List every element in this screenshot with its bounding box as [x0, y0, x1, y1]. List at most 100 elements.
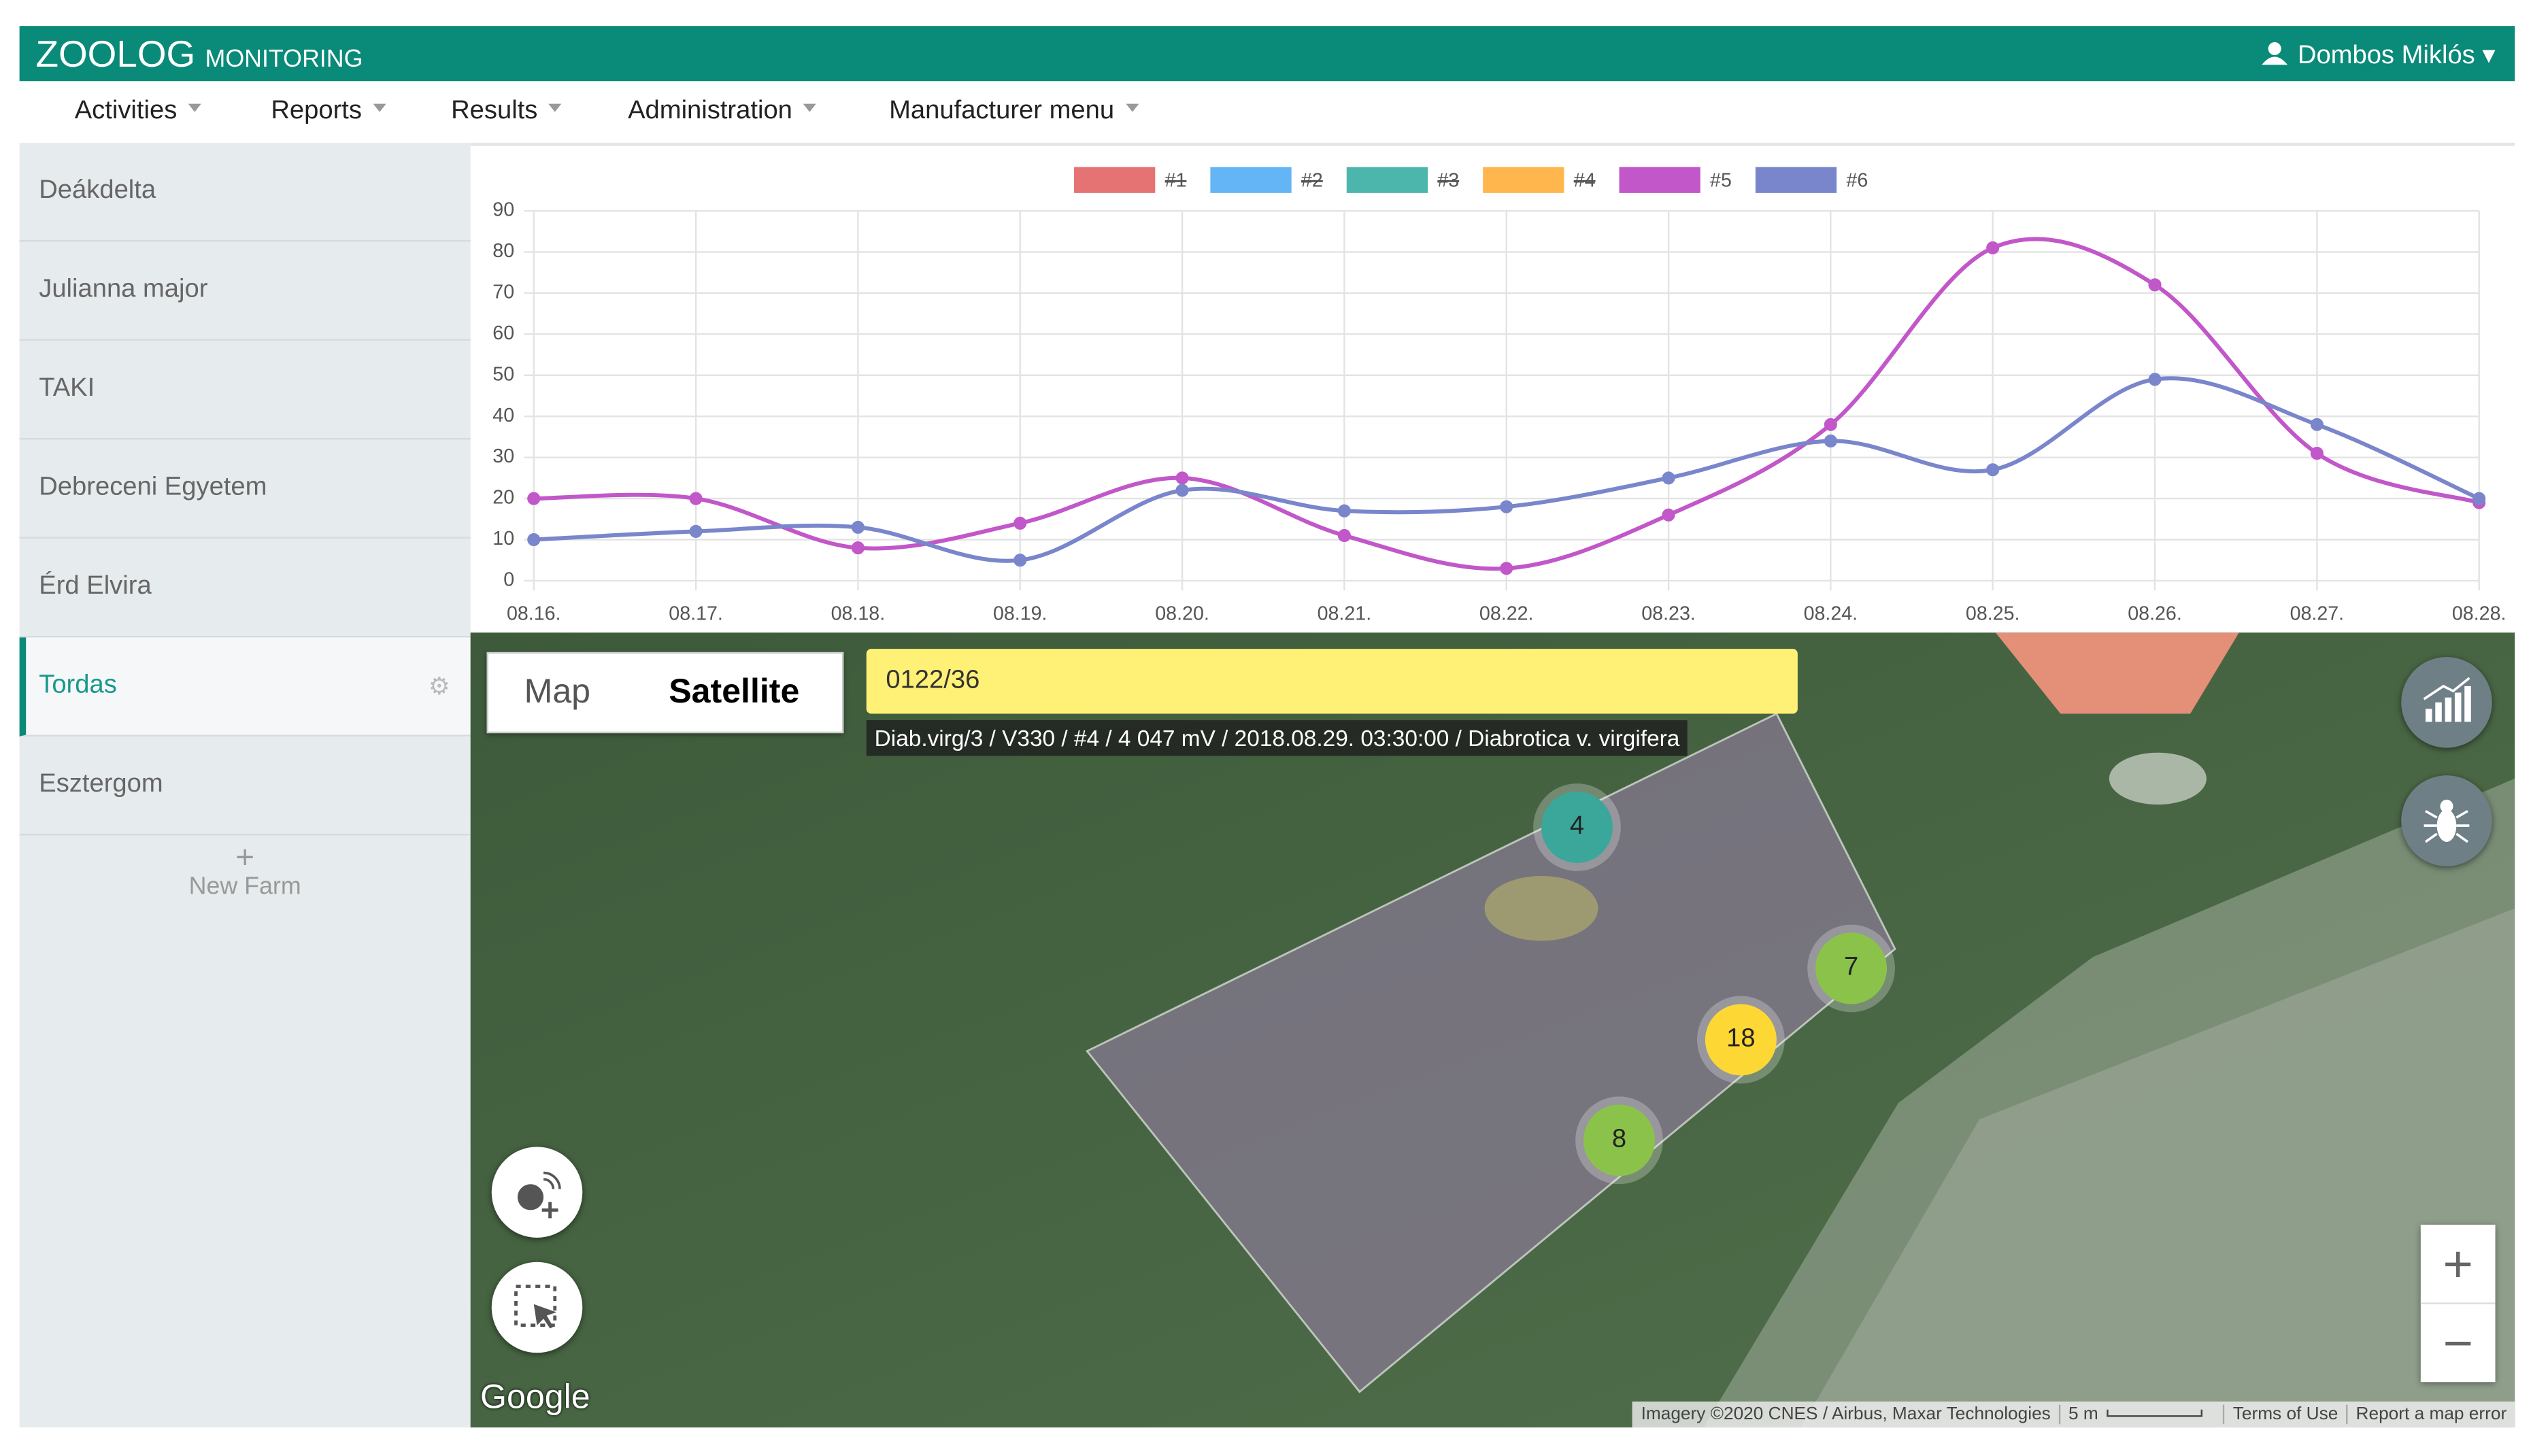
cluster-marker[interactable]: 8: [1583, 1104, 1655, 1176]
data-point: [1824, 434, 1837, 448]
select-area-icon: [514, 1285, 557, 1329]
data-point: [2148, 278, 2162, 292]
nav-item[interactable]: Results: [451, 97, 562, 126]
attribution: Imagery ©2020 CNES / Airbus, Maxar Techn…: [1632, 1401, 2515, 1428]
data-point: [527, 532, 541, 547]
farm-item[interactable]: Esztergom: [19, 737, 471, 836]
data-point: [1013, 554, 1027, 567]
x-tick-label: 08.21.: [1318, 603, 1372, 625]
zoom-in[interactable]: +: [2420, 1225, 2496, 1304]
user-name: Dombos Miklós: [2297, 42, 2475, 70]
data-point: [2310, 447, 2324, 460]
attribution-text: Imagery ©2020 CNES / Airbus, Maxar Techn…: [1641, 1404, 2051, 1425]
legend-label: #2: [1301, 170, 1323, 192]
scale-bar: [2107, 1409, 2203, 1417]
x-tick-label: 08.23.: [1641, 603, 1696, 625]
x-tick-label: 08.24.: [1804, 603, 1858, 625]
y-tick-label: 0: [503, 569, 514, 590]
insect-icon: [2424, 799, 2470, 843]
data-point: [1013, 516, 1027, 530]
zoom-out[interactable]: −: [2443, 1314, 2473, 1372]
farm-item[interactable]: Deákdelta: [19, 143, 471, 242]
map-type-button-active[interactable]: Satellite: [669, 673, 800, 711]
brand-sub: MONITORING: [205, 45, 363, 73]
data-point: [1824, 418, 1837, 431]
new-farm-icon: +: [235, 840, 255, 877]
x-tick-label: 08.20.: [1155, 603, 1209, 625]
add-device-button[interactable]: [491, 1147, 583, 1238]
data-point: [1500, 562, 1513, 575]
legend-swatch: [1346, 167, 1428, 193]
chart-icon: [2423, 677, 2471, 722]
data-point: [2310, 418, 2324, 431]
map-type-toggle: Map Satellite: [486, 651, 844, 734]
farm-item[interactable]: Debreceni Egyetem: [19, 439, 471, 539]
y-tick-label: 40: [492, 405, 514, 426]
y-tick-label: 10: [492, 528, 514, 549]
data-point: [2473, 492, 2486, 505]
data-point: [851, 541, 865, 555]
data-point: [1175, 484, 1189, 497]
y-tick-label: 60: [492, 322, 514, 344]
insect-button[interactable]: [2401, 775, 2492, 866]
data-point: [1662, 471, 1675, 485]
nav-item[interactable]: Reports: [271, 97, 386, 126]
chart: 0 10 20 30 40 50 60 70 80 90 08.16. 08.17. 08.18. 08.…: [470, 142, 2515, 625]
legend-swatch: [1210, 167, 1292, 193]
chart-button[interactable]: [2401, 657, 2492, 748]
legend-label: #5: [1710, 170, 1732, 192]
user-menu[interactable]: Dombos Miklós ▾: [2262, 39, 2496, 71]
map-type-button[interactable]: Map: [524, 673, 591, 711]
x-tick-label: 08.18.: [831, 603, 886, 625]
farm-item[interactable]: Érd Elvira: [19, 539, 471, 638]
user-icon: [2262, 42, 2288, 65]
data-point: [1175, 471, 1189, 485]
data-point: [1337, 504, 1351, 518]
data-point: [689, 492, 703, 505]
nav-item[interactable]: Administration: [628, 97, 817, 126]
report-link[interactable]: Report a map error: [2346, 1404, 2515, 1425]
farm-item[interactable]: Julianna major: [19, 241, 471, 341]
y-tick-label: 90: [492, 199, 514, 221]
brand[interactable]: ZOOLOG MONITORING: [35, 33, 363, 76]
legend-label: #4: [1574, 170, 1596, 192]
legend-label: #3: [1437, 170, 1459, 192]
x-tick-label: 08.26.: [2128, 603, 2182, 625]
data-point: [1986, 463, 2000, 477]
legend-swatch: [1619, 167, 1700, 193]
y-tick-label: 20: [492, 487, 514, 509]
y-tick-label: 30: [492, 445, 514, 467]
x-tick-label: 08.19.: [993, 603, 1047, 625]
cluster-marker[interactable]: 18: [1705, 1004, 1777, 1076]
select-area-button[interactable]: [491, 1262, 583, 1353]
map-scale[interactable]: 5 m: [2058, 1404, 2107, 1425]
cluster-marker[interactable]: 7: [1815, 932, 1888, 1004]
legend-label: #1: [1165, 170, 1187, 192]
nav-item[interactable]: Activities: [75, 97, 201, 126]
cluster-marker[interactable]: 4: [1541, 792, 1613, 863]
map[interactable]: Map Satellite 0122/36 Diab.virg/3 / V330…: [470, 632, 2515, 1428]
search-input[interactable]: 0122/36: [866, 649, 1798, 714]
tooltip: Diab.virg/3 / V330 / #4 / 4 047 mV / 201…: [866, 720, 1688, 756]
y-tick-label: 50: [492, 363, 514, 385]
data-point: [1337, 528, 1351, 542]
x-tick-label: 08.22.: [1479, 603, 1534, 625]
terms-link[interactable]: Terms of Use: [2223, 1404, 2347, 1425]
sidebar: Deákdelta Julianna major TAKI Debreceni …: [19, 142, 477, 1428]
data-point: [851, 520, 865, 534]
legend-swatch: [1483, 167, 1564, 193]
settings-icon[interactable]: ⚙: [428, 673, 450, 701]
legend-label: #6: [1846, 170, 1868, 192]
add-device-icon: [517, 1171, 561, 1219]
new-farm[interactable]: + New Farm: [20, 840, 471, 900]
x-tick-label: 08.28.: [2452, 603, 2507, 625]
nav-bar: Activities Reports Results Administratio…: [20, 81, 2515, 143]
y-tick-label: 80: [492, 240, 514, 262]
farm-item-active[interactable]: Tordas: [19, 637, 477, 737]
brand-name: ZOOLOG: [35, 32, 196, 75]
x-tick-label: 08.17.: [669, 603, 723, 625]
farm-item[interactable]: TAKI: [19, 341, 471, 440]
nav-item[interactable]: Manufacturer menu: [889, 97, 1139, 126]
